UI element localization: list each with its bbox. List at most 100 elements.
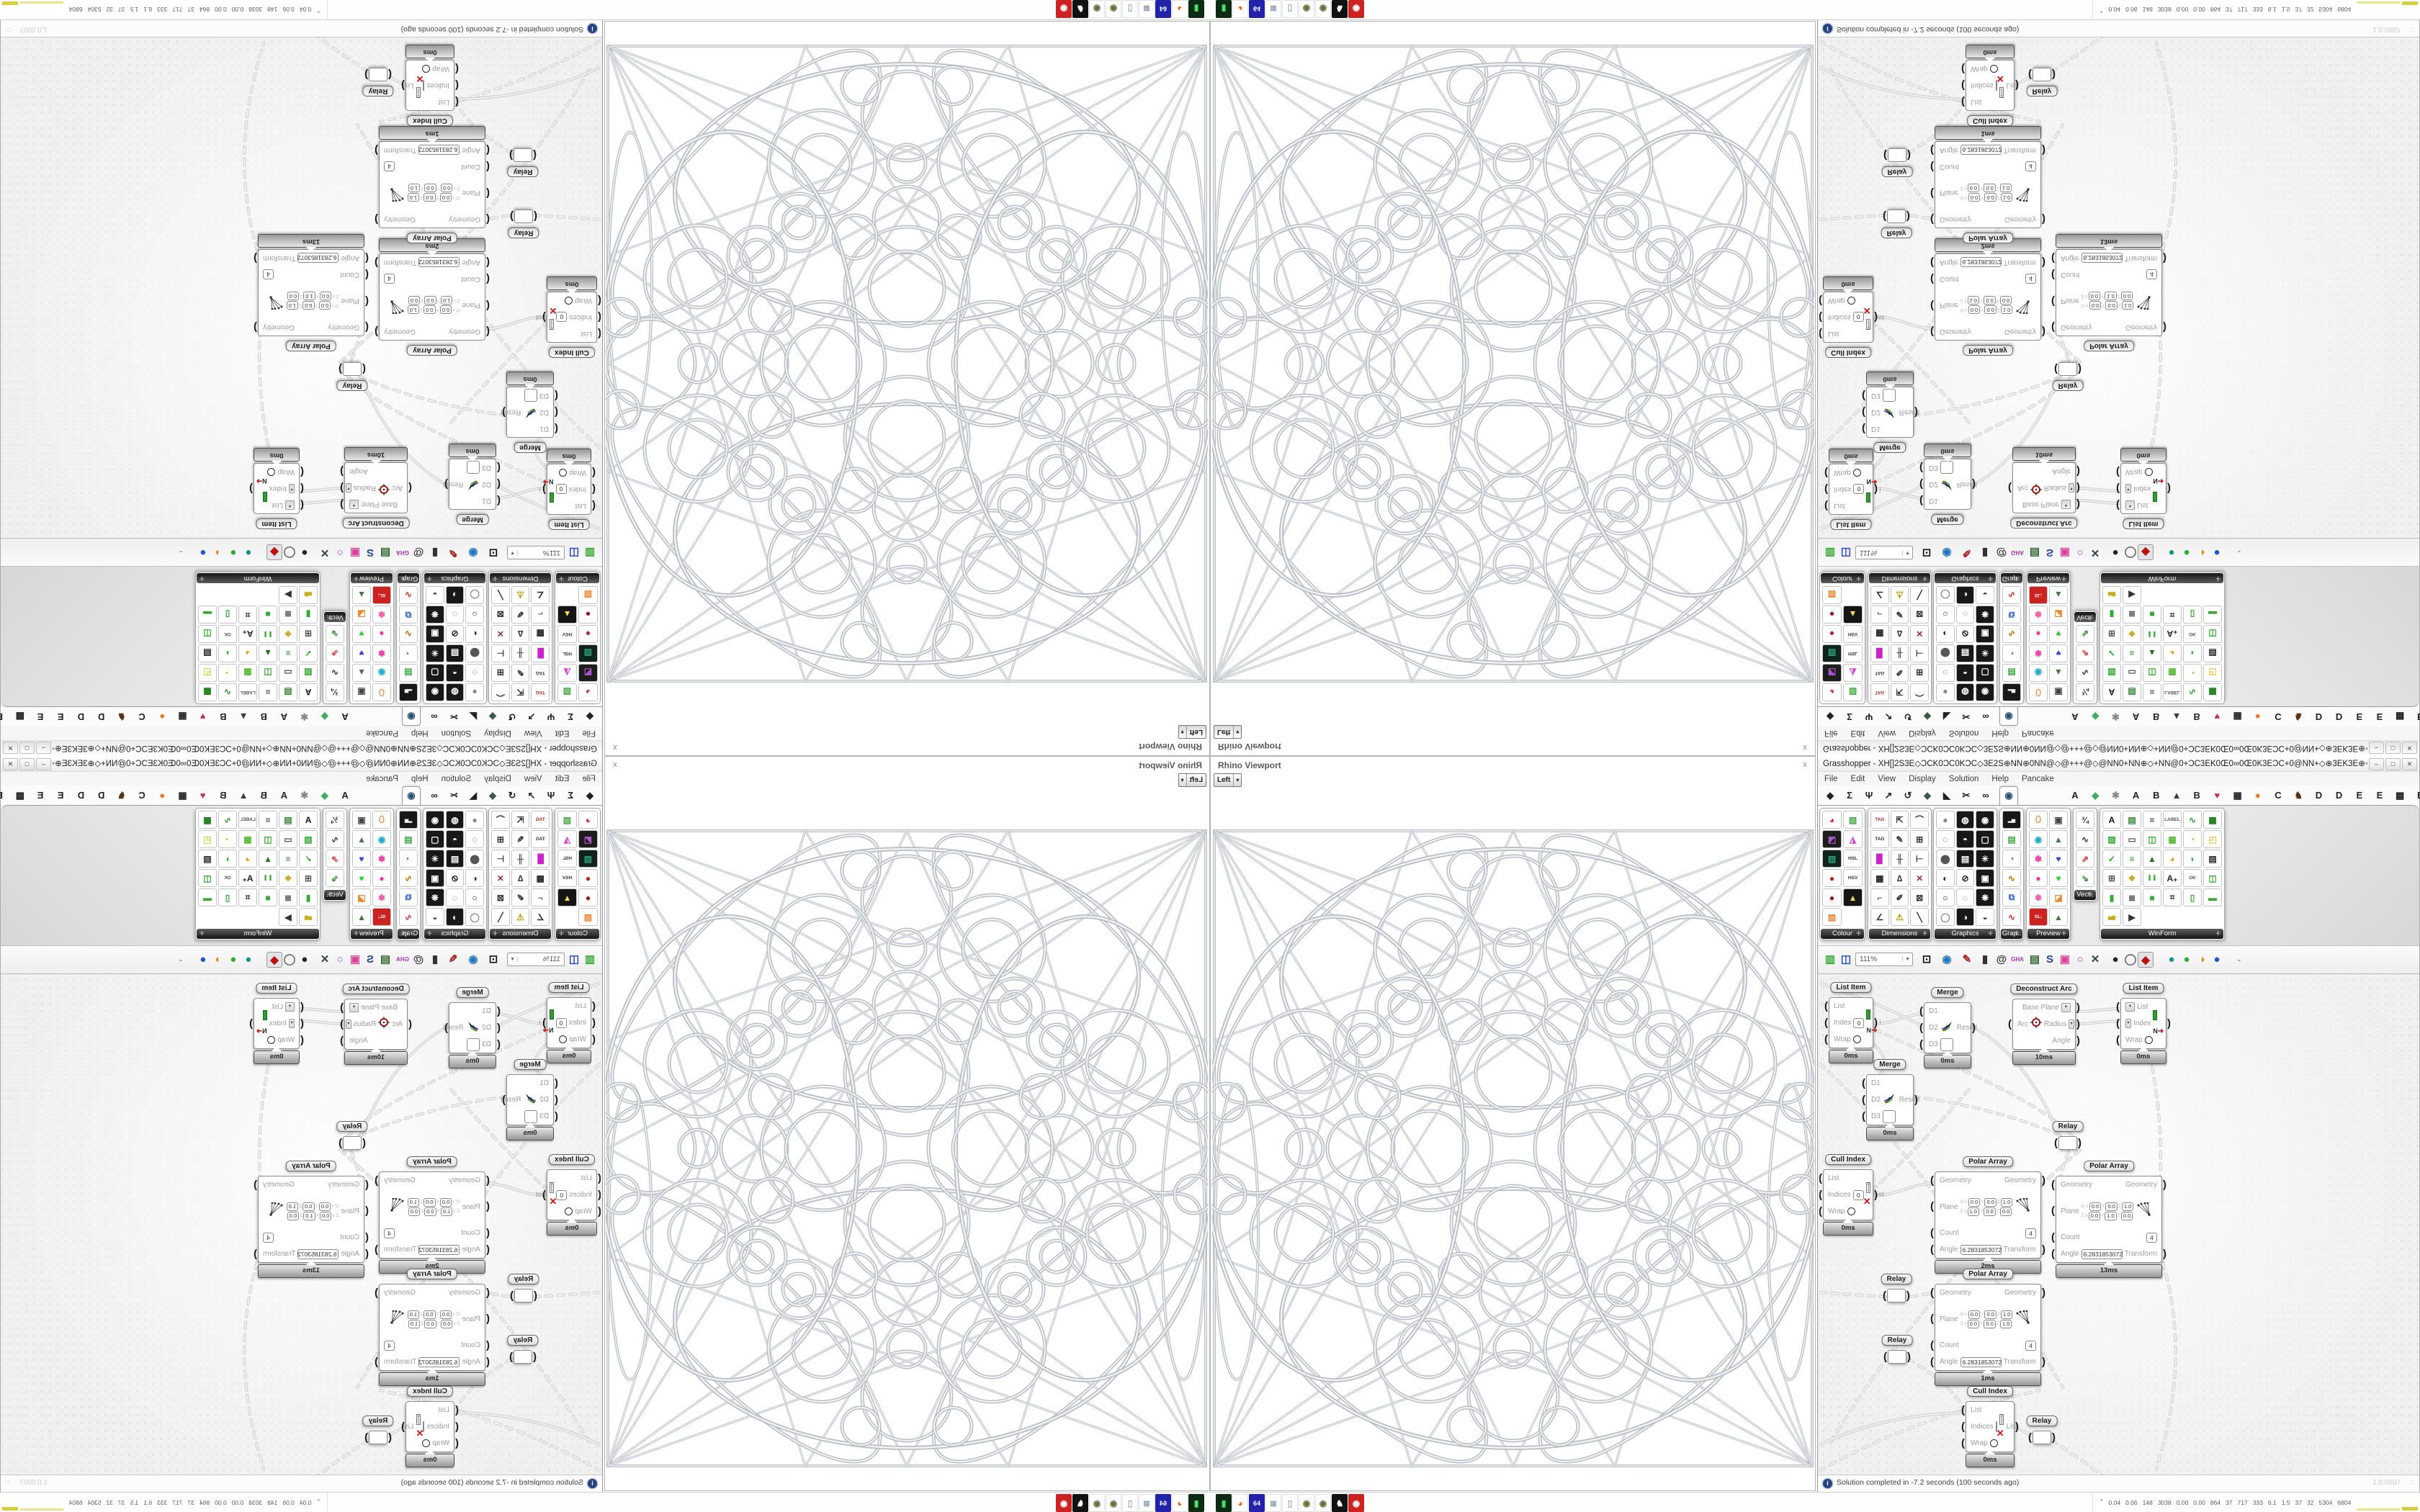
palette-icon[interactable]: ▨ [578, 644, 598, 662]
category-tab-8[interactable]: ∞ [1982, 711, 1989, 722]
preview-eye-icon[interactable]: ◉ [468, 546, 478, 559]
palette-icon[interactable]: A₊ [2163, 625, 2182, 643]
plane-value[interactable]: 1.0 [303, 292, 315, 301]
preview-green-icon[interactable]: ● [230, 953, 237, 966]
palette-icon[interactable]: ✓ [299, 644, 318, 662]
palette-icon[interactable]: ◉ [2029, 664, 2048, 682]
palette-icon[interactable]: ▉ [531, 644, 550, 662]
palette-icon[interactable]: HSL [557, 644, 577, 662]
palette-icon[interactable]: ✓ [2102, 850, 2121, 868]
category-tab-10[interactable]: A [2071, 711, 2079, 722]
palette-icon[interactable]: ◗ [218, 850, 237, 868]
input-socket[interactable]: ( [1930, 1355, 1934, 1368]
floppy-64-icon[interactable]: 64 [1249, 1494, 1265, 1512]
palette-icon[interactable]: ◮ [1843, 830, 1863, 848]
category-tab-12[interactable]: ✱ [300, 790, 309, 801]
category-tab-17[interactable]: ♥ [2214, 711, 2220, 722]
palette-icon[interactable]: ◌ [1936, 664, 1955, 682]
input-socket[interactable]: ( [486, 1338, 490, 1351]
category-tab-11[interactable]: ◆ [321, 790, 328, 801]
palette-icon[interactable]: ▦ [531, 869, 550, 887]
palette-icon[interactable]: ◩ [578, 830, 598, 848]
palette-expand-icon[interactable]: ✛ [400, 575, 405, 582]
palette-icon[interactable]: ◑ [445, 586, 465, 604]
resize-grip[interactable]: ∷ [2410, 25, 2416, 33]
input-socket[interactable]: ( [486, 300, 490, 312]
medal-icon[interactable]: ◉ [1299, 1494, 1314, 1512]
palette-icon[interactable]: ▌▐ [259, 869, 277, 887]
input-socket[interactable]: ( [598, 1205, 601, 1217]
component-polar-array[interactable]: Polar Array(Geometry Geometry)(Plane O x 0.… [375, 126, 490, 243]
palette-icon[interactable]: ∆ [511, 625, 530, 643]
category-tab-22[interactable]: D [97, 711, 105, 722]
count-value[interactable]: 4 [384, 1340, 395, 1351]
palette-icon[interactable]: ▬ [198, 888, 217, 906]
palette-icon[interactable]: ◪ [352, 606, 371, 624]
palette-icon[interactable]: ⧉ [2002, 606, 2021, 624]
input-socket[interactable]: ( [455, 79, 459, 92]
palette-expand-icon[interactable]: ✛ [1922, 930, 1927, 937]
palette-icon[interactable]: ● [2029, 869, 2048, 887]
palette-icon[interactable]: ✳ [1976, 850, 1994, 868]
display-dark-icon[interactable]: ● [301, 953, 308, 966]
category-tab-25[interactable]: E [2376, 711, 2383, 722]
output-socket[interactable]: ) [2042, 256, 2045, 269]
category-tab-7[interactable]: ✂ [1962, 711, 1971, 722]
component-polar-array[interactable]: Polar Array(Geometry Geometry)(Plane O x 0.… [1930, 1156, 2045, 1274]
input-socket[interactable]: ( [555, 1076, 558, 1089]
shuffle-icon[interactable]: ✕ [320, 546, 330, 559]
output-socket[interactable]: ) [340, 1034, 344, 1047]
wrap-toggle[interactable] [559, 1035, 568, 1043]
category-tab-25[interactable]: E [37, 711, 44, 722]
angle-value[interactable]: 6.2831853072 [1960, 1356, 2002, 1367]
palette-icon[interactable]: ◌ [465, 830, 484, 848]
palette-icon[interactable]: ▲ [352, 586, 371, 604]
palette-icon[interactable]: ∿ [2002, 625, 2021, 643]
medal-icon[interactable]: ◉ [1106, 0, 1121, 18]
component-list-item[interactable]: List Item(List(Index 0 N➜ i)(Wrap 0ms [539, 982, 596, 1063]
input-socket[interactable]: ( [486, 1174, 490, 1187]
palette-icon[interactable]: ▤ [2123, 683, 2141, 701]
angle-value[interactable]: 6.2831853072 [2081, 253, 2123, 264]
category-tab-23[interactable]: D [2335, 790, 2343, 801]
component-body[interactable]: (D1(D2 Result)(D3 [1862, 387, 1919, 438]
palette-expand-icon[interactable]: ✛ [1922, 575, 1927, 582]
palette-icon[interactable]: ◒ [426, 908, 444, 926]
palette-icon[interactable]: ▧ [578, 586, 598, 604]
input-socket[interactable]: ( [486, 1200, 490, 1212]
palette-icon[interactable]: ▦ [2163, 830, 2182, 848]
palette-icon[interactable]: ▲ [352, 908, 371, 926]
palette-icon[interactable]: ✐ [511, 606, 530, 624]
palette-icon[interactable]: ▭ [2123, 664, 2141, 682]
plane-value[interactable]: 1.0 [2105, 292, 2117, 301]
component-body[interactable]: Base Plane ▼)(Arc Radius ▼) Angle) [2008, 462, 2080, 513]
palette-icon[interactable]: ⊞ [2102, 625, 2121, 643]
input-socket[interactable]: ( [1883, 1350, 1887, 1363]
palette-expand-icon[interactable]: ✛ [2088, 891, 2093, 898]
gift-icon[interactable]: ▣ [349, 953, 361, 966]
category-tab-4[interactable]: ↺ [508, 790, 516, 801]
category-tab-16[interactable]: B [2193, 711, 2200, 722]
output-socket[interactable]: ) [2052, 1431, 2056, 1444]
medal2-icon[interactable]: ◉ [1089, 1494, 1105, 1512]
search-icon[interactable]: S [367, 546, 375, 559]
category-tab-17[interactable]: ♥ [200, 790, 206, 801]
palette-expand-icon[interactable]: ✛ [1856, 575, 1861, 582]
input-socket[interactable]: ( [555, 406, 558, 419]
palette-icon[interactable]: ◉ [1976, 683, 1994, 701]
relay-body[interactable]: () [339, 362, 366, 376]
palette-icon[interactable] [238, 588, 257, 604]
preview-teal-icon[interactable]: ● [245, 546, 252, 559]
zoom-extents-icon[interactable]: ⊡ [488, 953, 498, 966]
input-socket[interactable]: ( [365, 321, 369, 334]
toolbar-overflow-icon[interactable]: ⌄ [178, 956, 184, 963]
input-socket[interactable]: ( [1961, 79, 1965, 92]
output-socket[interactable]: ) [364, 68, 368, 81]
menu-item-file[interactable]: File [1824, 774, 1838, 783]
component-body[interactable]: (▼ List(▼ Index N➜ i)(Wrap [2116, 463, 2171, 514]
input-socket[interactable]: ( [1930, 256, 1934, 269]
palette-icon[interactable]: ♥ [2049, 869, 2068, 887]
input-socket[interactable]: ( [486, 1226, 490, 1239]
search-icon[interactable]: S [2045, 546, 2053, 559]
plane-widget[interactable]: O x 0.0 Y 0.0 Z 1.0 Z x 1.0 Y 0.0 Z 0.0 [407, 1197, 460, 1216]
